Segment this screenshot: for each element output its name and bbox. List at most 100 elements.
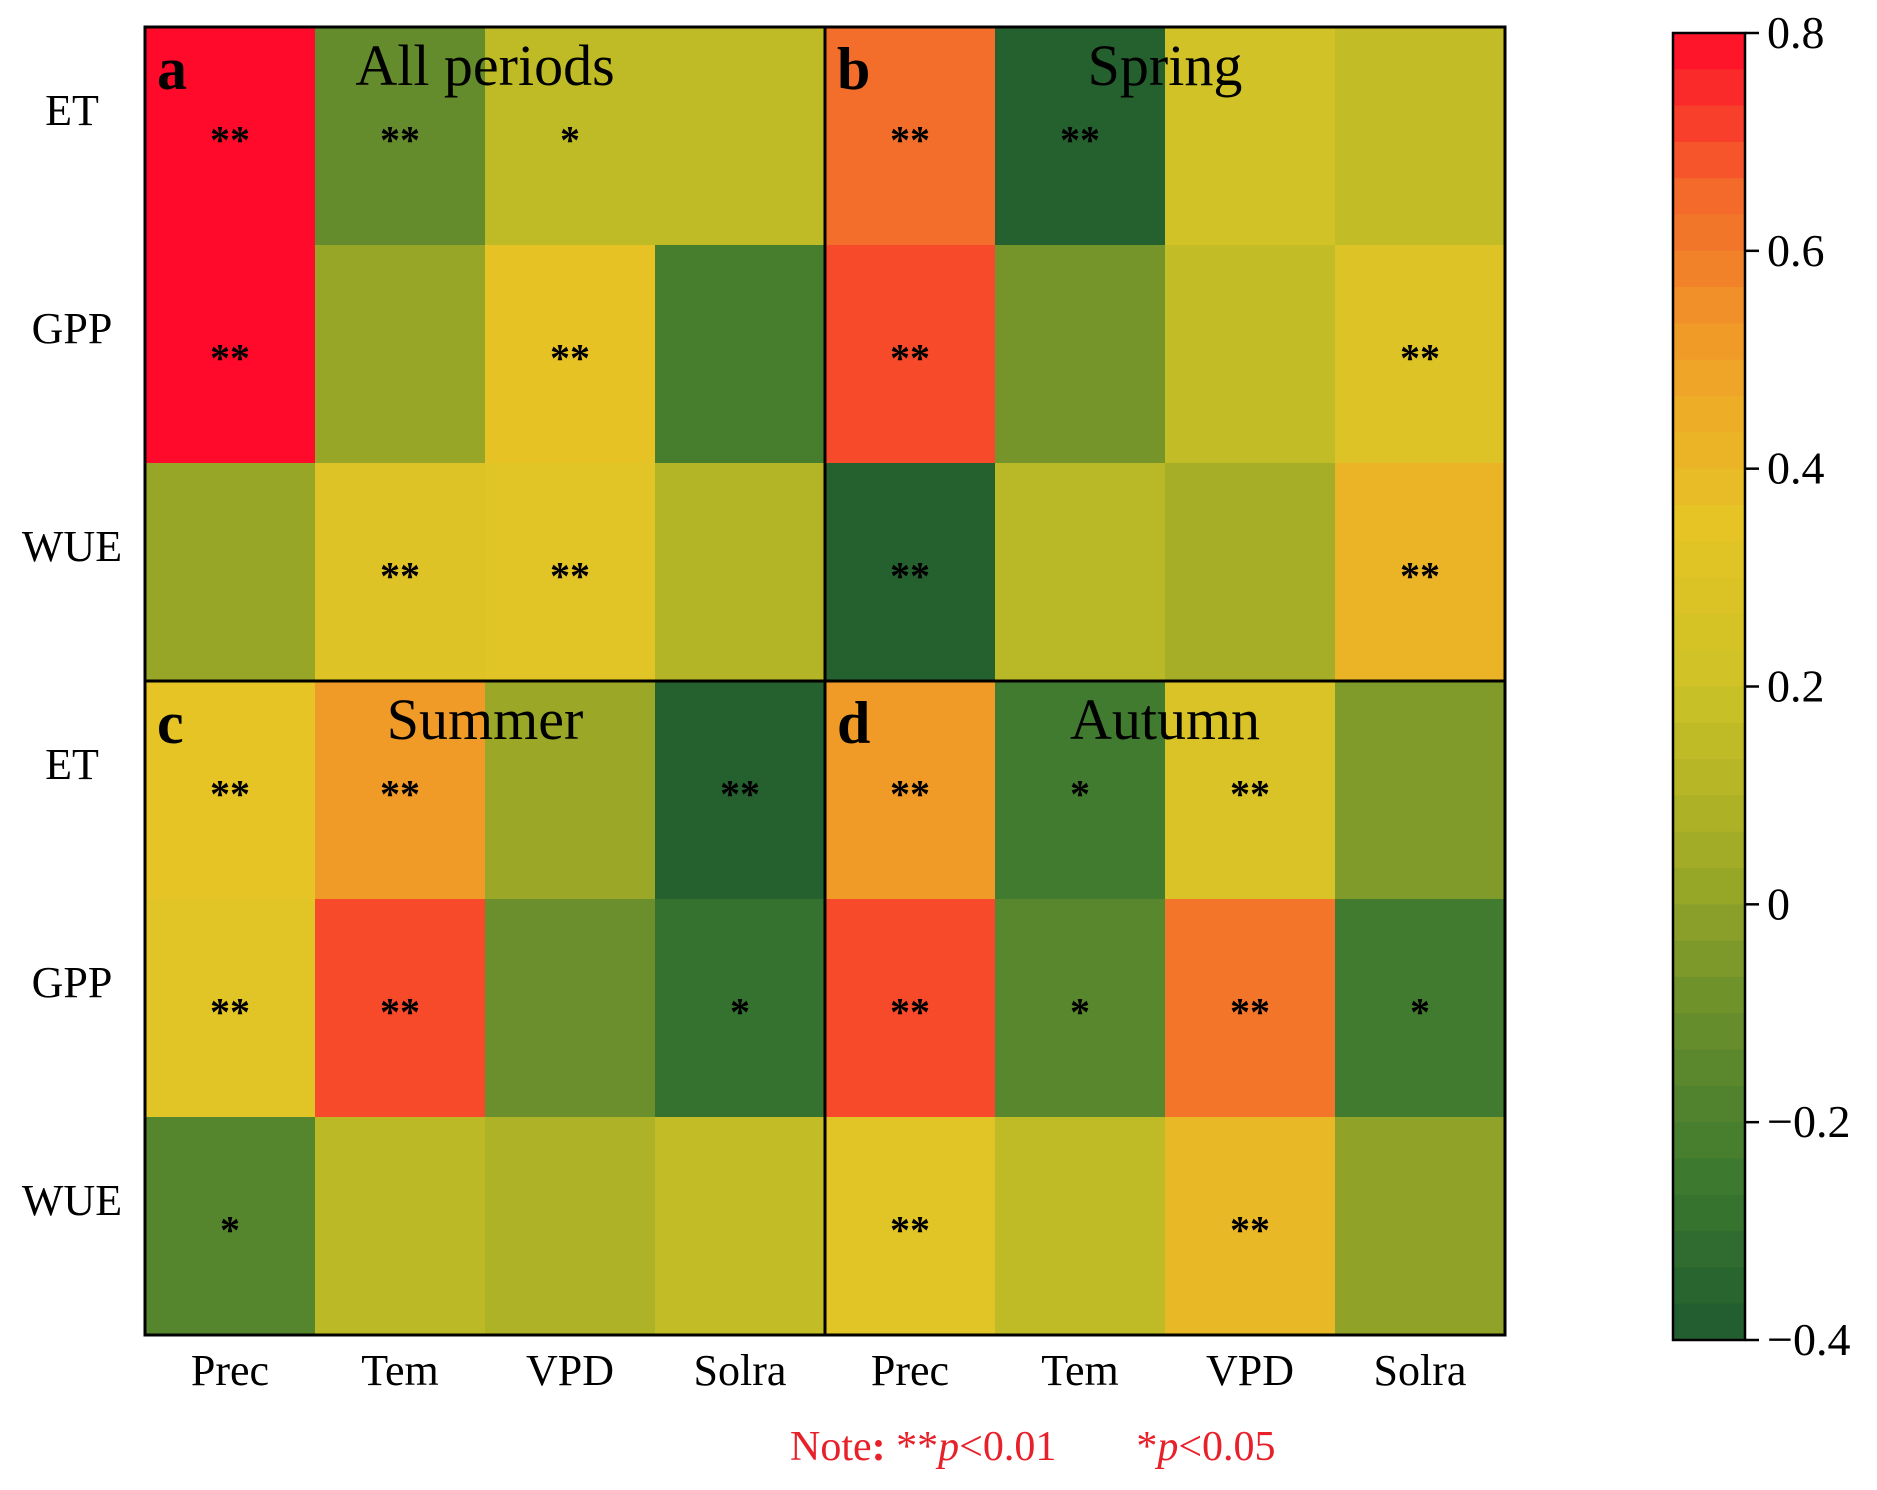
colorbar-segment <box>1673 686 1745 724</box>
heatmap-cell <box>995 1117 1166 1336</box>
colorbar-segment <box>1673 795 1745 833</box>
heatmap-cell <box>485 27 656 246</box>
colorbar-segment <box>1673 940 1745 978</box>
heatmap-cell <box>1165 27 1336 246</box>
colorbar-segment <box>1673 141 1745 179</box>
significance-marker: ** <box>380 553 420 598</box>
significance-marker: ** <box>890 989 930 1034</box>
significance-marker: ** <box>380 989 420 1034</box>
colorbar-segment <box>1673 1085 1745 1123</box>
colorbar-tick-label: −0.2 <box>1767 1096 1850 1147</box>
heatmap-cell <box>485 681 656 900</box>
note-colon: : <box>872 1424 897 1470</box>
heatmap-cell <box>825 681 996 900</box>
heatmap-cells <box>145 27 1506 1336</box>
significance-marker: * <box>1070 771 1090 816</box>
heatmap-cell <box>145 899 316 1118</box>
significance-marker: ** <box>380 771 420 816</box>
significance-marker: * <box>1070 989 1090 1034</box>
colorbar-segment <box>1673 722 1745 760</box>
panel-letter: d <box>837 690 870 756</box>
significance-marker: ** <box>1400 335 1440 380</box>
colorbar-segment <box>1673 976 1745 1014</box>
heatmap-cell <box>825 27 996 246</box>
colorbar-segment <box>1673 759 1745 797</box>
heatmap-cell <box>655 681 826 900</box>
colorbar: 0.8 0.6 0.4 0.2 0 −0.2 −0.4 <box>1671 7 1850 1365</box>
heatmap-cell <box>1335 245 1506 464</box>
panel-letter: a <box>157 36 187 102</box>
heatmap-cell <box>1165 1117 1336 1336</box>
colorbar-segment <box>1673 904 1745 942</box>
significance-marker: ** <box>550 335 590 380</box>
colorbar-segment <box>1673 432 1745 470</box>
row-label: ET <box>45 740 99 789</box>
colorbar-segment <box>1673 33 1745 70</box>
note-p-value-2: <0.05 <box>1178 1424 1275 1470</box>
colorbar-tick-label: 0.6 <box>1767 225 1825 276</box>
row-label: WUE <box>22 522 122 571</box>
significance-marker: ** <box>210 335 250 380</box>
heatmap-cell <box>145 463 316 682</box>
significance-marker: ** <box>210 989 250 1034</box>
colorbar-segment <box>1673 214 1745 252</box>
heatmap-cell <box>485 899 656 1118</box>
panel-labels: a All periods b Spring c Summer d Autumn <box>157 33 1260 756</box>
heatmap-cell <box>995 463 1166 682</box>
heatmap-cell <box>315 27 486 246</box>
colorbar-segment <box>1673 1013 1745 1051</box>
heatmap-cell <box>825 245 996 464</box>
heatmap-cell <box>315 899 486 1118</box>
heatmap-cell <box>145 681 316 900</box>
heatmap-cell <box>1335 27 1506 246</box>
significance-marker: ** <box>890 335 930 380</box>
panel-title: Spring <box>1088 33 1243 98</box>
column-label: VPD <box>1206 1346 1294 1395</box>
colorbar-tick-label: −0.4 <box>1767 1314 1850 1365</box>
colorbar-segment <box>1673 468 1745 506</box>
heatmap-cell <box>315 463 486 682</box>
column-label: VPD <box>526 1346 614 1395</box>
column-label: Prec <box>871 1346 949 1395</box>
column-label: Tem <box>361 1346 439 1395</box>
significance-marker: ** <box>1230 1207 1270 1252</box>
heatmap-cell <box>315 681 486 900</box>
significance-marker: ** <box>210 771 250 816</box>
significance-marker: ** <box>1230 771 1270 816</box>
column-label: Solra <box>694 1346 787 1395</box>
panel-title: All periods <box>355 33 614 98</box>
heatmap-cell <box>655 27 826 246</box>
heatmap-cell <box>825 463 996 682</box>
colorbar-segment <box>1673 1303 1745 1341</box>
row-label: ET <box>45 86 99 135</box>
significance-marker: ** <box>890 771 930 816</box>
heatmap-cell <box>825 899 996 1118</box>
column-label: Solra <box>1374 1346 1467 1395</box>
heatmap-cell <box>655 245 826 464</box>
colorbar-segment <box>1673 541 1745 579</box>
colorbar-segment <box>1673 1231 1745 1268</box>
axis-labels: ET GPP WUE ET GPP WUE Prec Tem VPD Solra Prec Tem VP… <box>22 86 1467 1395</box>
heatmap-cell <box>1335 463 1506 682</box>
heatmap-cell <box>995 681 1166 900</box>
significance-markers: ** ** *** **** **** **** **** **** ** **** ** **** *… <box>210 117 1440 1252</box>
panel-letter: b <box>837 36 870 102</box>
colorbar-tick-label: 0.8 <box>1767 7 1825 58</box>
significance-marker: * <box>730 989 750 1034</box>
note-p-value-1: <0.01 <box>959 1424 1056 1470</box>
heatmap-cell <box>145 1117 316 1336</box>
colorbar-segment <box>1673 613 1745 651</box>
heatmap-cell <box>995 245 1166 464</box>
colorbar-segment <box>1673 831 1745 869</box>
colorbar-segment <box>1673 1194 1745 1232</box>
colorbar-segment <box>1673 359 1745 397</box>
colorbar-segment <box>1673 868 1745 905</box>
heatmap-cell <box>145 27 316 246</box>
heatmap-cell <box>485 1117 656 1336</box>
note-single-star: * <box>1136 1424 1157 1470</box>
significance-marker: ** <box>1060 117 1100 162</box>
heatmap-cell <box>315 1117 486 1336</box>
panel-letter: c <box>157 690 184 756</box>
heatmap-cell <box>1335 899 1506 1118</box>
